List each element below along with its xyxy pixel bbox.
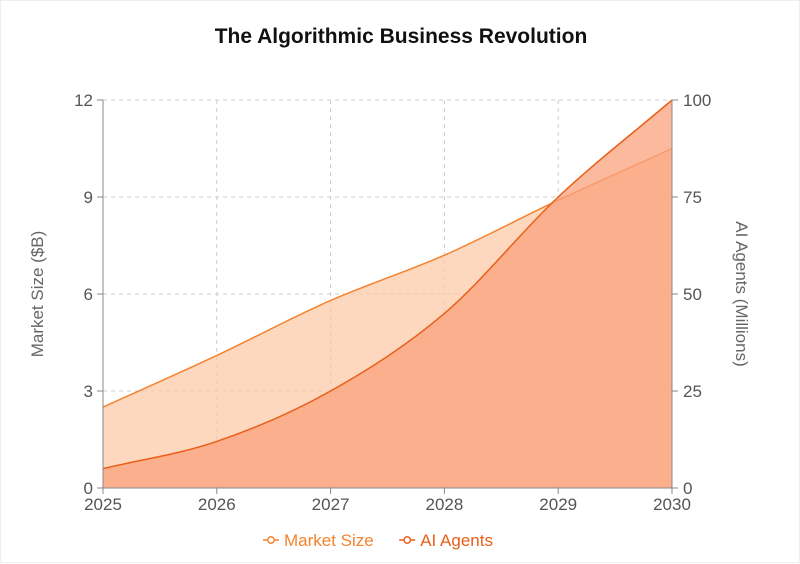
left-tick-label: 3 bbox=[84, 382, 93, 401]
legend-item-market-size[interactable]: Market Size bbox=[263, 531, 374, 550]
legend-item-ai-agents[interactable]: AI Agents bbox=[399, 531, 493, 550]
x-tick-label: 2026 bbox=[198, 495, 236, 514]
series-areas bbox=[102, 99, 673, 488]
legend[interactable]: Market Size AI Agents bbox=[263, 531, 493, 550]
x-tick-label: 2025 bbox=[84, 495, 122, 514]
chart-title: The Algorithmic Business Revolution bbox=[214, 25, 588, 48]
x-tick-label: 2027 bbox=[312, 495, 350, 514]
series-line-ai-agents[interactable] bbox=[102, 99, 673, 470]
x-tick-label: 2030 bbox=[653, 495, 691, 514]
left-axis-title: Market Size ($B) bbox=[28, 231, 47, 358]
legend-marker-icon bbox=[267, 536, 275, 544]
right-tick-label: 75 bbox=[683, 188, 702, 207]
right-tick-label: 0 bbox=[683, 479, 692, 498]
right-tick-label: 50 bbox=[683, 285, 702, 304]
legend-label: AI Agents bbox=[420, 531, 493, 550]
right-tick-label: 25 bbox=[683, 382, 702, 401]
axis-labels: 0 3 6 9 12 0 25 50 75 100 2025 2026 2027 2028 2029 2030… bbox=[28, 91, 751, 514]
left-tick-label: 6 bbox=[84, 285, 93, 304]
series-area-ai-agents[interactable] bbox=[103, 100, 672, 488]
legend-marker-icon bbox=[403, 536, 412, 544]
left-tick-label: 0 bbox=[84, 479, 93, 498]
x-tick-label: 2028 bbox=[425, 495, 463, 514]
left-tick-label: 9 bbox=[84, 188, 93, 207]
right-axis-title: AI Agents (Millions) bbox=[732, 221, 751, 367]
x-tick-label: 2029 bbox=[539, 495, 577, 514]
left-tick-label: 12 bbox=[74, 91, 93, 110]
axes bbox=[97, 99, 678, 494]
legend-label: Market Size bbox=[284, 531, 374, 550]
right-tick-label: 100 bbox=[683, 91, 711, 110]
